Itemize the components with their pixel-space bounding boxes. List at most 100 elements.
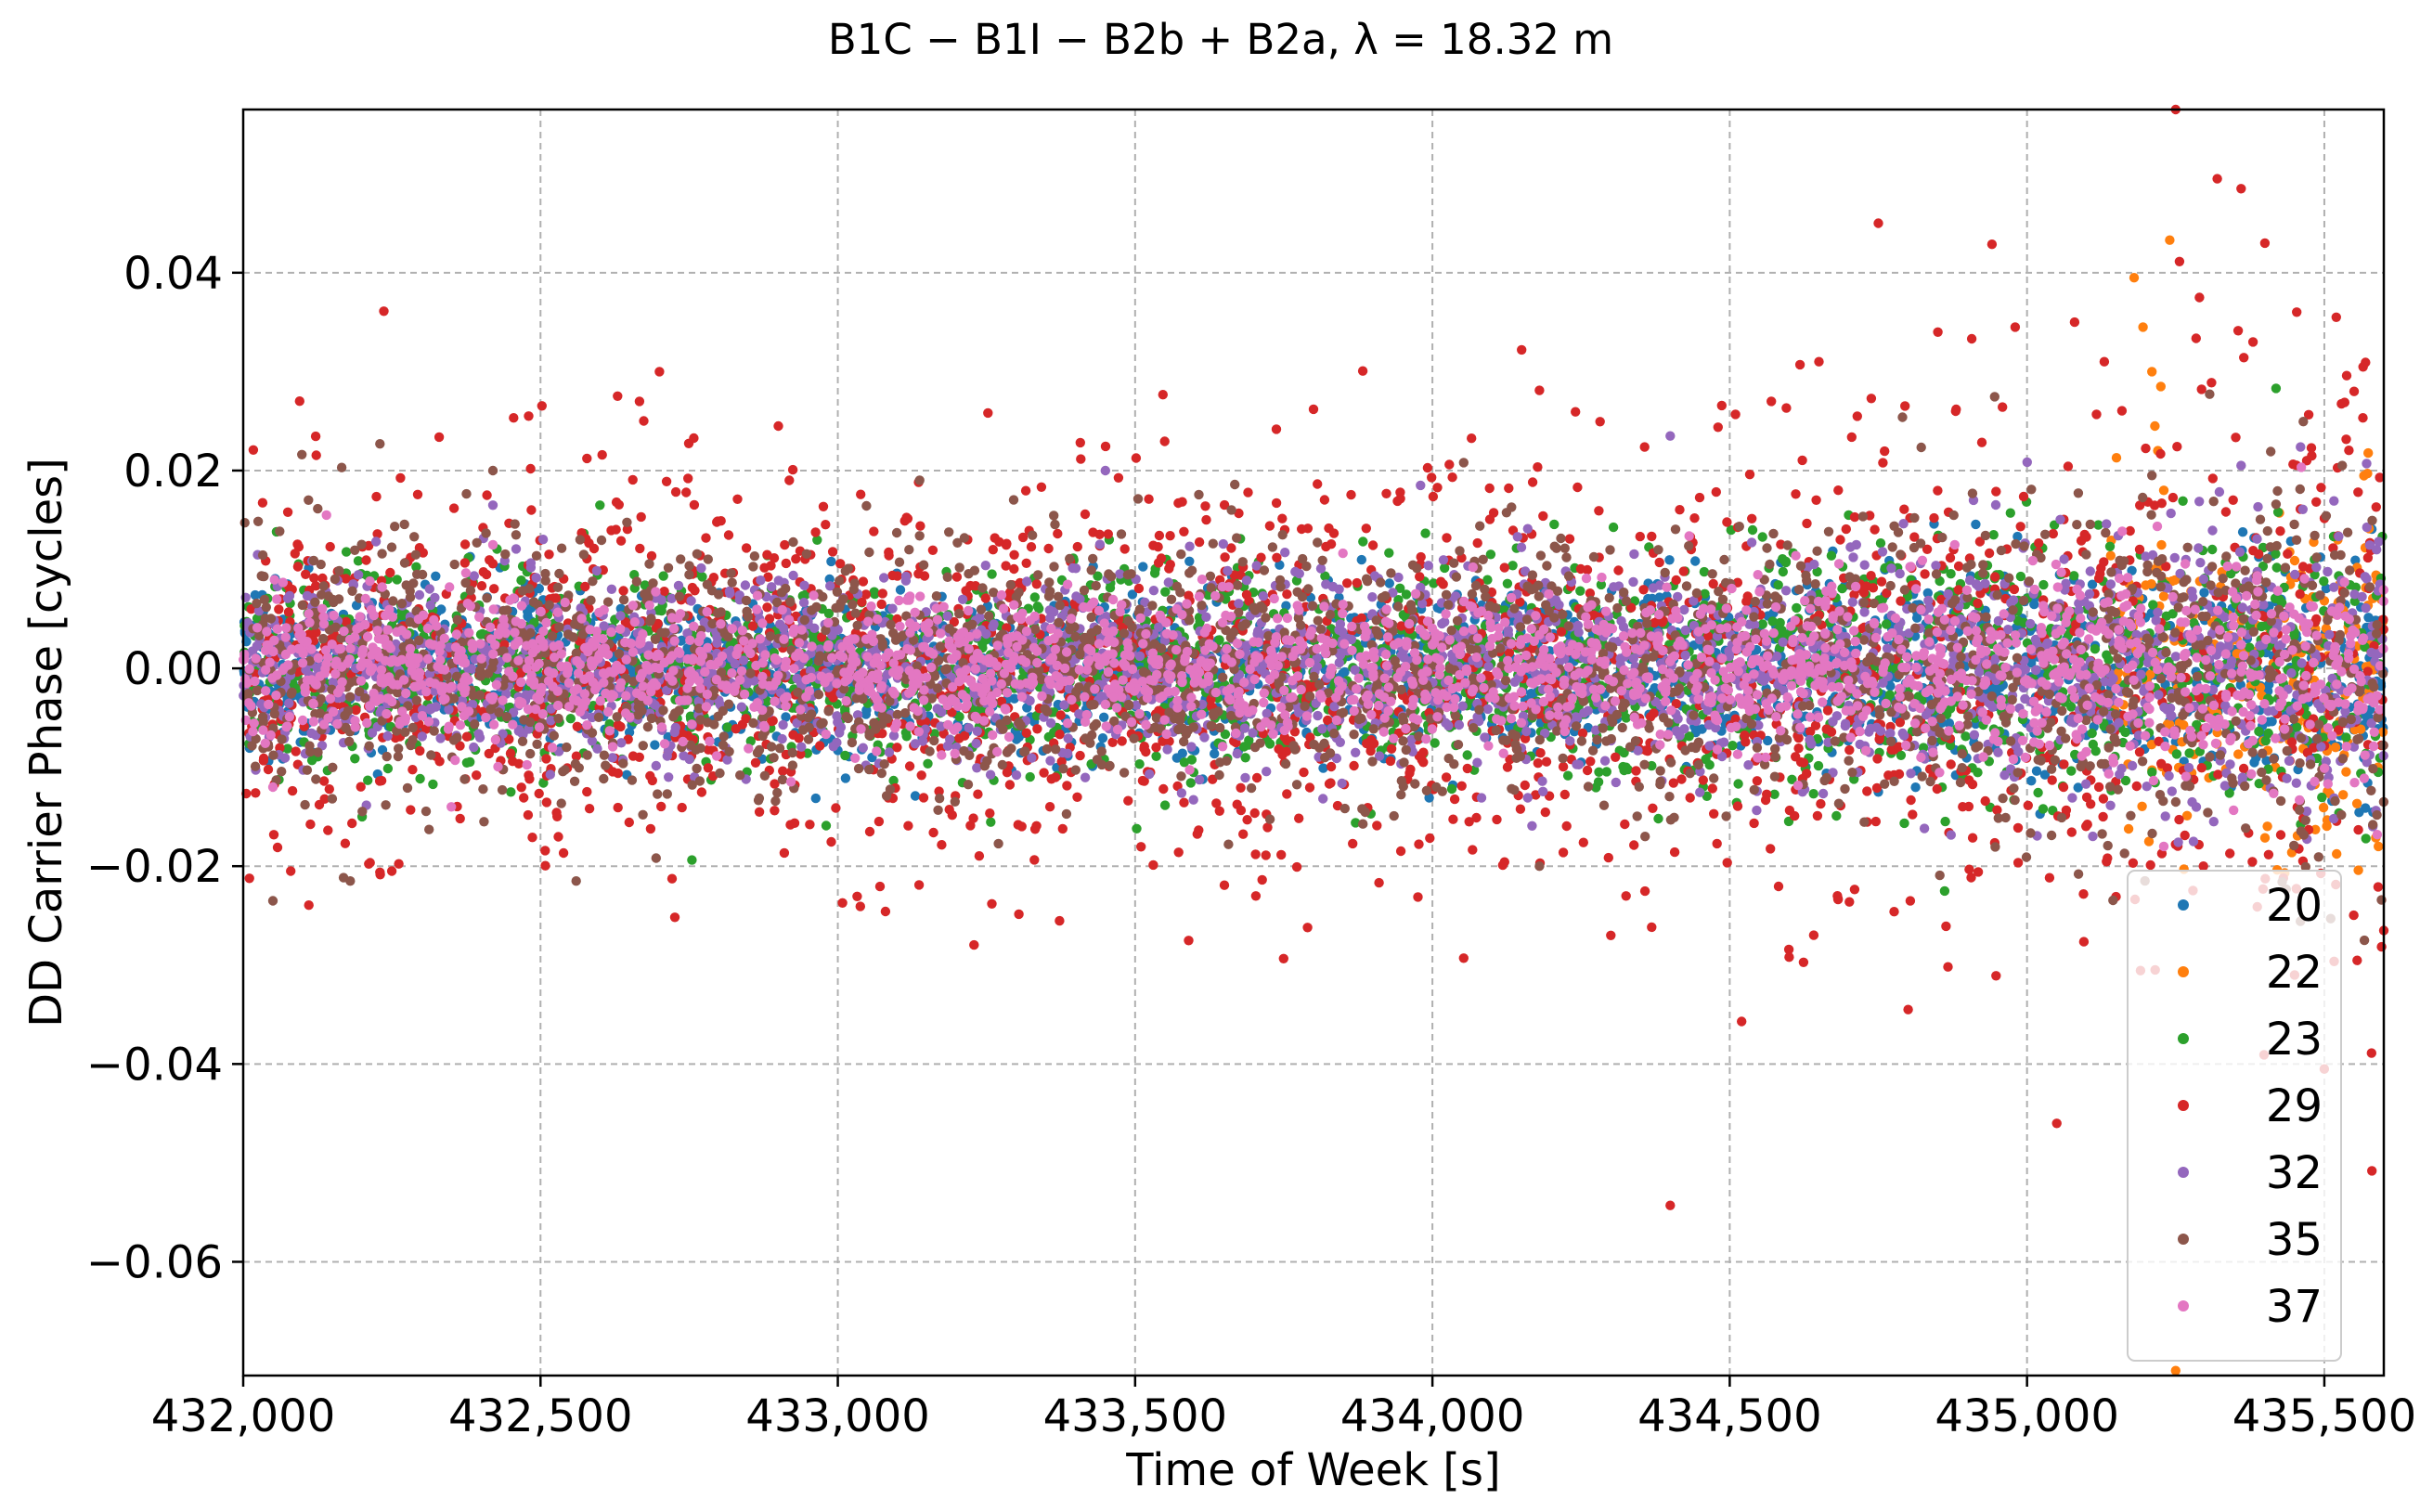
data-point — [544, 549, 554, 560]
data-point — [904, 761, 915, 771]
data-point — [2363, 447, 2374, 459]
data-point — [2249, 757, 2259, 768]
data-point — [2104, 541, 2116, 551]
data-point — [1277, 513, 1288, 523]
data-point — [732, 494, 743, 504]
data-point — [1358, 536, 1368, 547]
data-point — [1953, 561, 1964, 572]
data-point — [1944, 718, 1955, 729]
data-point — [2330, 743, 2341, 753]
data-point — [2168, 492, 2179, 503]
data-point — [525, 463, 536, 474]
data-point — [988, 545, 999, 555]
data-point — [476, 581, 487, 591]
data-point — [582, 453, 592, 464]
data-point — [2351, 798, 2362, 808]
data-point — [1113, 472, 1124, 483]
data-point — [1884, 690, 1896, 700]
data-point — [2018, 491, 2029, 502]
data-point — [2362, 469, 2373, 479]
data-point — [1762, 789, 1772, 799]
data-point — [2283, 549, 2293, 559]
data-point — [2033, 787, 2043, 798]
data-point — [2198, 861, 2208, 872]
data-point — [840, 750, 850, 761]
data-point — [1515, 804, 1526, 814]
data-point — [290, 549, 300, 559]
outlier-point — [2129, 273, 2140, 283]
data-point — [1264, 521, 1275, 531]
data-point — [1988, 530, 1999, 540]
data-point — [687, 855, 697, 865]
data-point — [1647, 531, 1657, 542]
data-point — [1032, 601, 1043, 612]
data-point — [1446, 783, 1457, 795]
data-point — [1910, 782, 1921, 793]
data-point — [1798, 957, 1809, 968]
data-point — [2066, 827, 2077, 837]
data-point — [2292, 722, 2302, 732]
data-point — [283, 607, 294, 617]
data-point — [461, 757, 472, 768]
data-point — [1313, 479, 1323, 489]
data-point — [677, 802, 687, 813]
data-point — [1757, 532, 1767, 542]
data-point — [650, 740, 660, 750]
data-point — [1029, 592, 1041, 602]
data-point — [2319, 576, 2329, 587]
data-point — [1922, 588, 1933, 599]
data-point — [831, 803, 841, 813]
data-point — [2111, 453, 2122, 463]
data-point — [1562, 770, 1573, 781]
data-point — [347, 818, 357, 829]
data-point — [2047, 775, 2057, 785]
data-point — [1384, 548, 1394, 558]
data-point — [1240, 753, 1250, 763]
data-point — [2088, 739, 2098, 750]
data-point — [1549, 519, 1559, 530]
data-point — [1342, 578, 1352, 588]
data-point — [634, 396, 645, 407]
data-point — [2225, 848, 2235, 859]
data-point — [459, 539, 471, 549]
data-point — [2069, 571, 2079, 581]
data-point — [1991, 971, 2001, 981]
data-point — [1004, 780, 1016, 790]
data-point — [1852, 411, 1863, 421]
data-point — [2207, 473, 2218, 484]
data-point — [1878, 458, 1888, 468]
data-point — [2128, 858, 2139, 868]
data-point — [1430, 738, 1440, 748]
data-point — [2005, 508, 2015, 518]
data-point — [1346, 489, 1356, 500]
data-point — [923, 758, 933, 769]
data-point — [1384, 578, 1395, 588]
data-point — [2031, 766, 2042, 776]
data-point — [2199, 588, 2209, 598]
data-point — [2349, 910, 2359, 921]
data-point — [1458, 953, 1469, 963]
outlier-point — [2170, 1365, 2181, 1376]
data-point — [1875, 538, 1886, 549]
data-point — [1401, 589, 1412, 600]
data-point — [1608, 522, 1619, 533]
data-point — [2158, 591, 2169, 601]
data-point — [2262, 821, 2272, 832]
data-point — [1831, 810, 1842, 821]
data-point — [639, 416, 649, 426]
data-point — [2147, 767, 2157, 778]
data-point — [395, 472, 406, 484]
data-point — [2318, 802, 2329, 813]
data-point — [2233, 749, 2244, 759]
data-point — [436, 604, 446, 614]
data-point — [1920, 569, 1930, 579]
data-point — [523, 809, 534, 821]
data-point — [821, 821, 832, 831]
data-point — [2156, 758, 2167, 769]
data-point — [2332, 848, 2342, 859]
data-point — [1210, 748, 1220, 759]
data-point — [1678, 566, 1689, 576]
data-point — [1778, 554, 1788, 564]
data-point — [1704, 759, 1715, 770]
data-point — [2066, 702, 2077, 712]
